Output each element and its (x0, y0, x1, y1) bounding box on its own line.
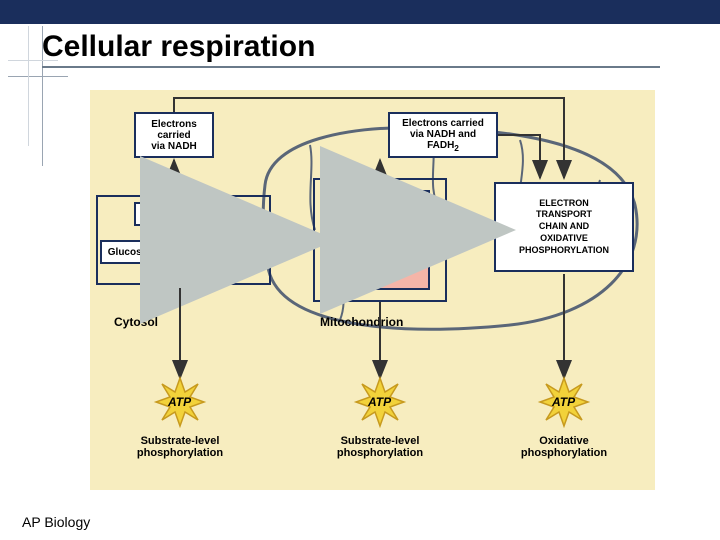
footer-text: AP Biology (22, 514, 90, 530)
etc-l2: TRANSPORT (536, 209, 592, 221)
page-title: Cellular respiration (42, 30, 720, 64)
etc-l4: OXIDATIVE (540, 233, 588, 245)
krebs-outer-border (313, 178, 447, 302)
electrons-fadh-l3: FADH2 (427, 140, 459, 153)
atp-label-3: ATP (552, 395, 575, 409)
axis-horizontal (8, 76, 68, 77)
cytosol-label: Cytosol (114, 315, 158, 329)
electrons-nadh-box: Electrons carried via NADH (134, 112, 214, 158)
etc-box: ELECTRON TRANSPORT CHAIN AND OXIDATIVE P… (494, 182, 634, 272)
glucose-label: Glucose (108, 247, 147, 258)
electrons-nadh-l2: carried (157, 130, 190, 141)
pyruvate-box: Pyruvate (208, 240, 266, 264)
etc-l1: ELECTRON (539, 198, 589, 210)
atp-caption-2: Substrate-levelphosphorylation (330, 435, 430, 459)
atp-caption-1: Substrate-levelphosphorylation (130, 435, 230, 459)
electrons-nadh-l3: via NADH (151, 141, 197, 152)
pyruvate-label: Pyruvate (216, 247, 258, 258)
etc-l3: CHAIN AND (539, 221, 589, 233)
title-row: Cellular respiration (0, 24, 720, 68)
electrons-fadh-l2: via NADH and (410, 129, 476, 140)
glycolysis-label: GLYCOLYSIS (150, 208, 219, 220)
atp-label-1: ATP (168, 395, 191, 409)
electrons-fadh-l1: Electrons carried (402, 118, 484, 129)
glucose-box: Glucose (100, 240, 155, 264)
atp-caption-3: Oxidativephosphorylation (514, 435, 614, 459)
atp-label-2: ATP (368, 395, 391, 409)
header-bar (0, 0, 720, 24)
electrons-nadh-l1: Electrons (151, 119, 197, 130)
diagram-canvas: GLYCOLYSIS Glucose Pyruvate Electrons ca… (90, 90, 655, 490)
glycolysis-title-box: GLYCOLYSIS (134, 202, 234, 226)
etc-l5: PHOSPHORYLATION (519, 245, 609, 257)
mitochondrion-label: Mitochondrion (320, 315, 403, 329)
electrons-fadh-box: Electrons carried via NADH and FADH2 (388, 112, 498, 158)
title-underline (42, 66, 660, 68)
